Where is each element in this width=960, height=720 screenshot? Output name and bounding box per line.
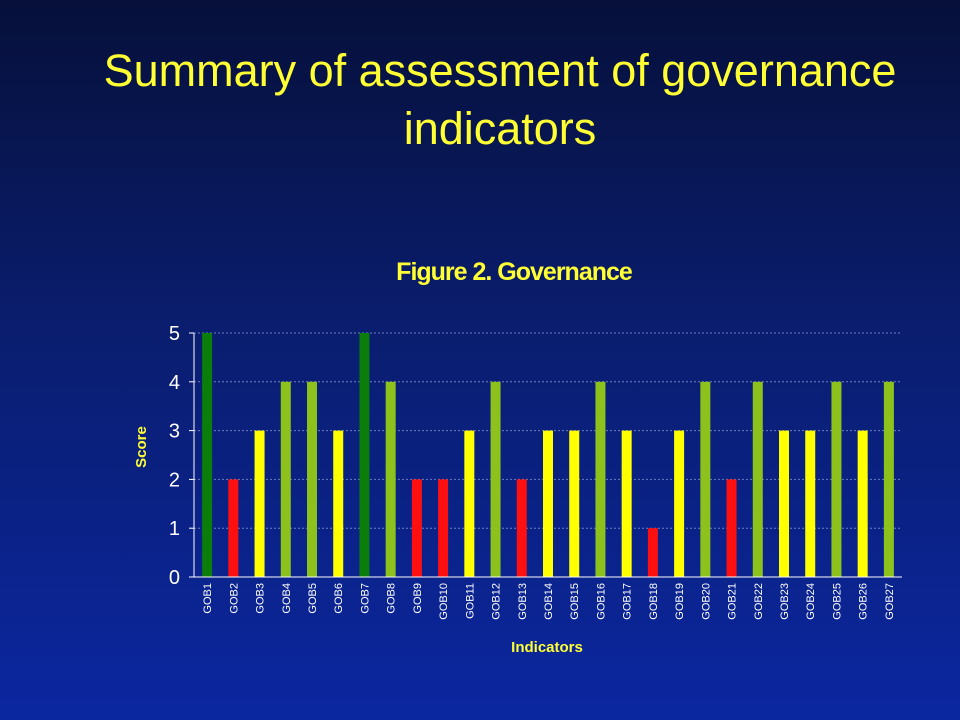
y-tick-label: 5 <box>169 323 180 345</box>
x-tick-label: GOB25 <box>831 583 843 620</box>
bar-gob6 <box>333 430 344 577</box>
x-tick-label: GOB19 <box>674 583 686 620</box>
slide-title: Summary of assessment of governance indi… <box>103 45 897 154</box>
x-tick-label: GOB26 <box>858 583 870 620</box>
x-tick-label: GOB21 <box>727 583 739 620</box>
x-tick-label: GOB10 <box>438 583 450 620</box>
y-tick-label: 4 <box>169 372 180 394</box>
bar-gob16 <box>595 381 606 577</box>
bar-gob22 <box>752 381 763 577</box>
bar-gob20 <box>700 381 711 577</box>
bar-gob17 <box>621 430 632 577</box>
y-tick-label: 2 <box>169 469 180 491</box>
x-tick-label: GOB22 <box>753 583 765 620</box>
x-tick-label: GOB4 <box>281 583 293 614</box>
bar-gob12 <box>490 381 501 577</box>
bar-gob3 <box>254 430 265 577</box>
x-tick-label: GOB8 <box>386 583 398 614</box>
bar-gob26 <box>857 430 868 577</box>
x-tick-label: GOB18 <box>648 583 660 620</box>
x-tick-label: GOB6 <box>333 583 345 614</box>
bar-gob10 <box>438 479 449 577</box>
x-tick-label: GOB12 <box>491 583 503 620</box>
y-axis-label: Score <box>133 426 150 468</box>
bar-gob8 <box>385 381 396 577</box>
bar-gob13 <box>516 479 527 577</box>
bar-gob23 <box>779 430 789 577</box>
x-tick-label: GOB13 <box>517 583 529 620</box>
x-tick-label: GOB1 <box>202 583 214 614</box>
x-tick-label: GOB16 <box>595 583 607 620</box>
bar-gob21 <box>726 479 737 577</box>
bar-gob25 <box>831 381 842 577</box>
x-tick-label: GOB2 <box>228 583 240 614</box>
bar-gob9 <box>411 479 422 577</box>
bar-gob24 <box>805 430 816 577</box>
y-tick-label: 0 <box>169 567 180 589</box>
bar-gob4 <box>280 381 291 577</box>
x-tick-label: GOB11 <box>464 583 476 619</box>
bar-gob1 <box>202 333 213 577</box>
y-tick-label: 1 <box>169 518 180 540</box>
bar-gob18 <box>647 528 658 577</box>
x-tick-label: GOB17 <box>622 583 634 620</box>
x-tick-label: GOB27 <box>884 583 896 620</box>
bar-gob19 <box>674 430 685 577</box>
bar-gob14 <box>543 430 553 577</box>
y-tick-label: 3 <box>169 421 180 443</box>
x-tick-label: GOB7 <box>359 583 371 614</box>
chart-title: Figure 2. Governance <box>396 258 633 286</box>
x-tick-label: GOB23 <box>779 583 791 620</box>
x-tick-label: GOB3 <box>255 583 267 614</box>
bar-gob11 <box>464 430 475 577</box>
bar-gob15 <box>569 430 580 577</box>
x-tick-label: GOB20 <box>700 583 712 620</box>
x-tick-label: GOB9 <box>412 583 424 614</box>
x-tick-label: GOB5 <box>307 583 319 614</box>
bar-gob27 <box>883 381 894 577</box>
x-tick-label: GOB24 <box>805 583 817 620</box>
x-axis-label: Indicators <box>511 639 583 656</box>
bar-gob2 <box>228 479 239 577</box>
bar-gob5 <box>307 381 317 577</box>
x-tick-label: GOB15 <box>569 583 581 620</box>
bar-gob7 <box>359 333 370 577</box>
x-tick-label: GOB14 <box>543 583 555 620</box>
